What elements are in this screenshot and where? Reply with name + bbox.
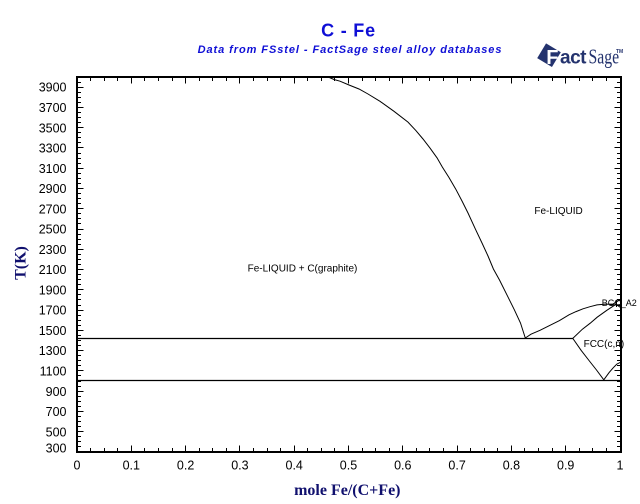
svg-text:0: 0 xyxy=(74,459,81,473)
svg-text:0.6: 0.6 xyxy=(394,459,411,473)
svg-text:900: 900 xyxy=(46,385,67,399)
svg-text:3100: 3100 xyxy=(39,162,67,176)
svg-text:0.9: 0.9 xyxy=(557,459,574,473)
svg-text:0.3: 0.3 xyxy=(231,459,248,473)
svg-text:1700: 1700 xyxy=(39,304,67,318)
svg-text:1900: 1900 xyxy=(39,283,67,297)
svg-text:0.2: 0.2 xyxy=(177,459,194,473)
svg-text:0.8: 0.8 xyxy=(503,459,520,473)
svg-text:act: act xyxy=(560,48,587,69)
svg-text:0.4: 0.4 xyxy=(286,459,303,473)
svg-text:3500: 3500 xyxy=(39,121,67,135)
svg-text:T(K): T(K) xyxy=(13,246,30,280)
svg-text:2700: 2700 xyxy=(39,202,67,216)
svg-text:0.5: 0.5 xyxy=(340,459,357,473)
svg-text:mole Fe/(C+Fe): mole Fe/(C+Fe) xyxy=(294,482,400,499)
svg-text:Data from FSstel - FactSage st: Data from FSstel - FactSage steel alloy … xyxy=(198,44,503,56)
svg-text:Sage: Sage xyxy=(589,45,620,69)
svg-text:Fe-LIQUID + C(graphite): Fe-LIQUID + C(graphite) xyxy=(248,263,358,274)
svg-text:3700: 3700 xyxy=(39,101,67,115)
svg-text:0.7: 0.7 xyxy=(448,459,465,473)
svg-text:FCC(c,n): FCC(c,n) xyxy=(584,339,625,350)
svg-text:F: F xyxy=(546,47,558,69)
svg-text:3900: 3900 xyxy=(39,81,67,95)
svg-text:2300: 2300 xyxy=(39,243,67,257)
svg-text:300: 300 xyxy=(46,442,67,456)
svg-text:1500: 1500 xyxy=(39,324,67,338)
svg-text:2500: 2500 xyxy=(39,223,67,237)
svg-text:500: 500 xyxy=(46,425,67,439)
svg-text:Fe-LIQUID: Fe-LIQUID xyxy=(534,206,582,217)
svg-text:C - Fe: C - Fe xyxy=(321,20,376,40)
svg-text:BCC_A2: BCC_A2 xyxy=(602,298,637,308)
svg-text:0.1: 0.1 xyxy=(123,459,140,473)
svg-text:3300: 3300 xyxy=(39,142,67,156)
svg-text:1300: 1300 xyxy=(39,344,67,358)
svg-text:1100: 1100 xyxy=(40,365,67,379)
svg-text:2100: 2100 xyxy=(39,263,67,277)
svg-text:TM: TM xyxy=(616,49,623,55)
svg-text:2900: 2900 xyxy=(39,182,67,196)
svg-text:1: 1 xyxy=(617,459,624,473)
svg-text:700: 700 xyxy=(46,405,67,419)
